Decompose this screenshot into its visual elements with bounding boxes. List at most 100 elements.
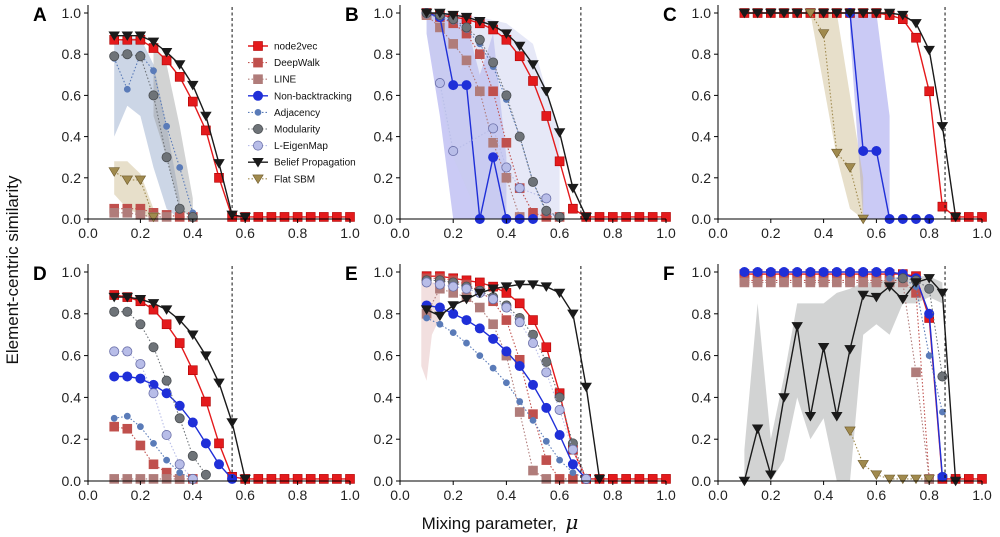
- legend-item-line: LINE: [248, 74, 297, 86]
- data-point: [514, 361, 525, 372]
- x-tick-label: 0.8: [603, 225, 623, 241]
- y-tick-label: 0.0: [692, 473, 712, 489]
- data-point: [461, 283, 472, 294]
- data-point: [150, 439, 157, 447]
- data-point: [488, 57, 499, 68]
- series-line: [849, 430, 930, 480]
- data-point: [765, 277, 776, 288]
- data-point: [122, 208, 133, 218]
- data-point: [765, 266, 776, 277]
- data-point: [420, 8, 433, 19]
- data-point: [634, 474, 645, 484]
- data-point: [110, 414, 118, 422]
- data-point: [148, 379, 159, 390]
- series-lem: [109, 346, 198, 484]
- data-point: [188, 96, 198, 107]
- data-point: [474, 323, 485, 334]
- y-axis-label: Element-centric similarity: [3, 175, 22, 364]
- y-tick-label: 0.0: [62, 211, 82, 227]
- data-point: [870, 8, 883, 19]
- data-point: [554, 156, 565, 167]
- data-point: [779, 266, 790, 277]
- data-point: [461, 80, 472, 91]
- data-point: [148, 342, 159, 353]
- data-point: [568, 203, 578, 214]
- panel-label: E: [345, 264, 358, 285]
- data-point: [593, 474, 606, 485]
- data-point: [122, 346, 133, 357]
- data-point: [792, 266, 803, 277]
- data-point: [108, 31, 120, 41]
- y-tick-label: 0.8: [692, 306, 712, 322]
- series-adj: [110, 412, 197, 483]
- data-point: [514, 131, 525, 142]
- data-point: [135, 51, 146, 62]
- x-tick-label: 0.4: [183, 487, 203, 503]
- data-point: [844, 8, 856, 19]
- data-point: [778, 8, 790, 19]
- legend-marker: [254, 109, 262, 116]
- y-tick-label: 0.2: [692, 170, 712, 186]
- data-point: [421, 277, 432, 288]
- data-point: [134, 31, 147, 41]
- y-tick-label: 0.4: [62, 389, 82, 405]
- data-point: [187, 80, 199, 91]
- panel-a: 0.0 0.2 0.4 0.6 0.8 1.0 0.0 0.2 0.4 0.6 0.8 1.0 A: [33, 5, 360, 241]
- data-point: [488, 294, 499, 305]
- data-point: [502, 379, 510, 387]
- data-point: [109, 306, 120, 317]
- data-point: [541, 193, 552, 204]
- data-point: [805, 266, 816, 277]
- data-point: [910, 474, 922, 485]
- data-point: [831, 266, 842, 277]
- x-tick-label: 0.2: [761, 487, 781, 503]
- data-point: [447, 301, 459, 311]
- data-point: [516, 398, 524, 405]
- legend-marker: [253, 41, 263, 51]
- series-mod: [109, 306, 211, 480]
- series-line: [426, 288, 547, 480]
- y-tick-label: 0.4: [692, 389, 712, 405]
- data-point: [122, 306, 133, 317]
- legend-marker: [252, 140, 263, 151]
- legend-marker: [252, 124, 263, 135]
- data-point: [791, 8, 803, 19]
- series-line: [113, 171, 155, 218]
- data-point: [134, 175, 147, 186]
- data-point: [488, 86, 498, 97]
- series-lem: [434, 78, 552, 204]
- data-point: [870, 292, 883, 303]
- data-point: [844, 345, 856, 355]
- data-point: [474, 277, 485, 288]
- y-tick-label: 0.6: [62, 87, 82, 103]
- y-tick-label: 0.2: [374, 170, 394, 186]
- data-point: [883, 282, 896, 292]
- panels: 0.0 0.2 0.4 0.6 0.8 1.00.00.20.40.60.81.0A0.0…: [33, 5, 992, 503]
- data-point: [460, 294, 473, 305]
- data-point: [148, 459, 159, 470]
- data-point: [461, 22, 472, 33]
- data-point: [214, 173, 224, 183]
- x-tick-label: 0.6: [550, 487, 570, 503]
- data-point: [161, 474, 172, 484]
- panel-label: F: [663, 264, 675, 285]
- y-tick-label: 0.8: [62, 306, 82, 322]
- series-line: [902, 277, 943, 377]
- data-point: [501, 173, 512, 183]
- data-point: [449, 329, 457, 337]
- legend-label: DeepWalk: [274, 58, 321, 69]
- x-tick-label: 1.0: [972, 487, 992, 503]
- confidence-band: [426, 13, 507, 219]
- x-tick-label: 0.2: [131, 225, 151, 241]
- data-point: [135, 358, 146, 369]
- data-point: [460, 12, 473, 23]
- data-point: [949, 212, 962, 223]
- data-point: [501, 302, 512, 313]
- data-point: [266, 212, 277, 222]
- data-point: [567, 309, 579, 320]
- y-tick-label: 0.6: [692, 87, 712, 103]
- data-point: [134, 294, 147, 305]
- data-point: [831, 148, 843, 159]
- x-tick-label: 0.6: [550, 225, 570, 241]
- data-point: [897, 10, 909, 21]
